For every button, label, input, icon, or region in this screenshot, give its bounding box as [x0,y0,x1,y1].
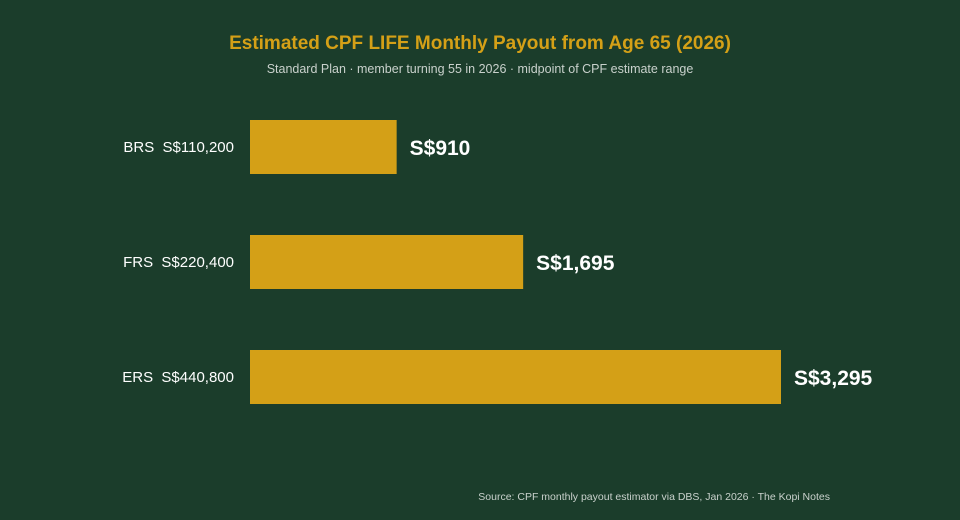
bar [250,120,397,174]
bar [250,350,781,404]
category-label: FRS S$220,400 [123,254,234,271]
bars-layer: BRS S$110,200 S$910 FRS S$220,400 S$1,695 ER… [122,120,873,404]
source-note: Source: CPF monthly payout estimator via… [478,491,830,503]
value-label: S$1,695 [536,252,615,275]
value-label: S$3,295 [794,367,873,390]
value-label: S$910 [410,137,471,160]
chart-subtitle: Standard Plan · member turning 55 in 202… [267,62,694,76]
category-label: ERS S$440,800 [122,369,234,386]
category-label: BRS S$110,200 [123,139,234,156]
bar [250,235,524,289]
chart-title: Estimated CPF LIFE Monthly Payout from A… [229,33,731,54]
